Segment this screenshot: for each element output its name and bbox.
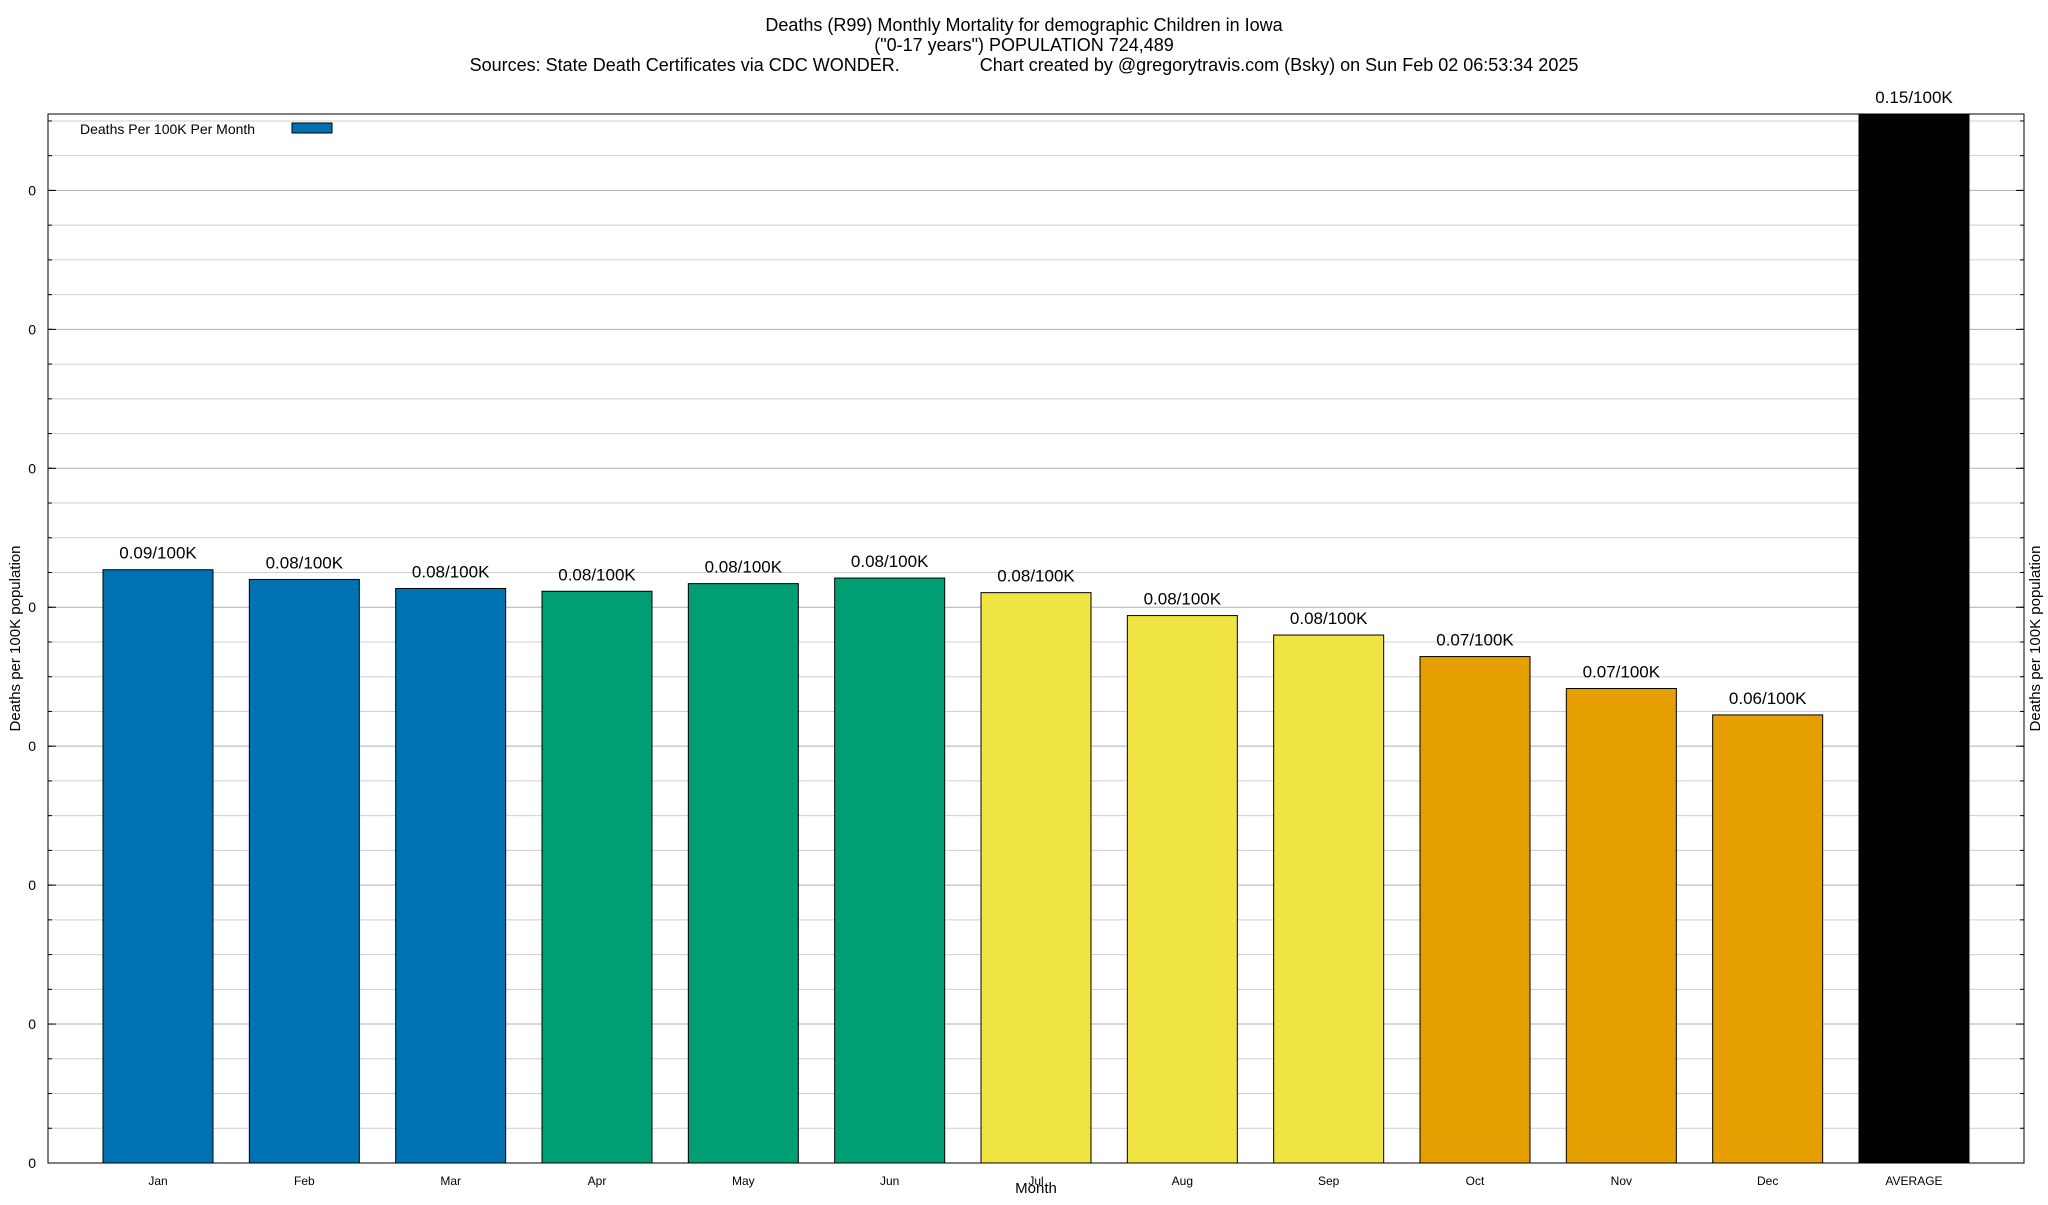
- y-tick-label: 0: [28, 321, 36, 337]
- y-axis-title-left: Deaths per 100K population: [7, 546, 24, 732]
- x-tick-label: Aug: [1172, 1174, 1193, 1188]
- bar-may: [687, 583, 799, 1164]
- bar-sep: [1273, 634, 1385, 1164]
- bar-jul: [980, 592, 1092, 1164]
- bar-data-label: 0.08/100K: [558, 565, 636, 584]
- legend-swatch: [291, 122, 333, 134]
- bar-mar: [395, 587, 507, 1164]
- y-axis-title-right: Deaths per 100K population: [2027, 546, 2044, 732]
- x-tick-label: Oct: [1466, 1174, 1485, 1188]
- bar-data-label: 0.08/100K: [851, 552, 929, 571]
- bar-data-label: 0.08/100K: [705, 558, 783, 577]
- bar-data-label: 0.07/100K: [1436, 631, 1514, 650]
- bar-average: [1858, 113, 1970, 1164]
- bar-labels: 0.09/100K 0.08/100K 0.08/100K 0.08/100K 0.08…: [119, 88, 1953, 708]
- bar-apr: [541, 590, 653, 1164]
- x-axis-title: Month: [1015, 1180, 1057, 1197]
- legend: Deaths Per 100K Per Month: [80, 121, 333, 137]
- x-tick-label: AVERAGE: [1885, 1174, 1942, 1188]
- x-tick-label: Nov: [1611, 1174, 1632, 1188]
- y-tick-label: 0: [28, 599, 36, 615]
- title-line-3: Sources: State Death Certificates via CD…: [470, 55, 1579, 75]
- bar-data-label: 0.08/100K: [997, 567, 1075, 586]
- y-tick-label: 0: [28, 460, 36, 476]
- y-ticks: 0 0 0 0 0 0 0 0: [28, 120, 2024, 1171]
- bar-jun: [834, 577, 946, 1164]
- x-tick-label: Jul: [1028, 1174, 1043, 1188]
- bar-dec: [1712, 714, 1824, 1164]
- bar-data-label: 0.08/100K: [412, 562, 490, 581]
- bar-data-label: 0.08/100K: [266, 553, 344, 572]
- chart-title: Deaths (R99) Monthly Mortality for demog…: [470, 15, 1579, 75]
- bar-data-label: 0.08/100K: [1144, 590, 1222, 609]
- y-tick-label: 0: [28, 877, 36, 893]
- bar-jan: [102, 569, 214, 1164]
- plot-frame: [47, 113, 2025, 1164]
- bar-data-label: 0.07/100K: [1583, 663, 1661, 682]
- y-tick-label: 0: [28, 182, 36, 198]
- y-tick-label: 0: [28, 1155, 36, 1171]
- x-tick-label: Sep: [1318, 1174, 1340, 1188]
- bar-oct: [1419, 656, 1531, 1164]
- bar-data-label: 0.09/100K: [119, 544, 197, 563]
- bars: [102, 113, 1970, 1164]
- y-tick-label: 0: [28, 738, 36, 754]
- x-tick-label: Feb: [294, 1174, 315, 1188]
- bar-aug: [1126, 615, 1238, 1164]
- title-line-1: Deaths (R99) Monthly Mortality for demog…: [765, 15, 1283, 35]
- bar-nov: [1565, 688, 1677, 1164]
- x-ticks: Jan Feb Mar Apr May Jun Jul Aug Sep Oct Nov Dec AVER…: [148, 1174, 1942, 1188]
- x-tick-label: Mar: [440, 1174, 461, 1188]
- bar-feb: [248, 578, 360, 1164]
- bar-data-label: 0.15/100K: [1875, 88, 1953, 107]
- legend-label: Deaths Per 100K Per Month: [80, 121, 255, 137]
- bar-data-label: 0.06/100K: [1729, 689, 1807, 708]
- y-tick-label: 0: [28, 1016, 36, 1032]
- title-line-2: ("0-17 years") POPULATION 724,489: [874, 35, 1174, 55]
- x-tick-label: Apr: [588, 1174, 607, 1188]
- x-tick-label: Dec: [1757, 1174, 1778, 1188]
- x-tick-label: Jan: [148, 1174, 167, 1188]
- bar-data-label: 0.08/100K: [1290, 609, 1368, 628]
- x-tick-label: Jun: [880, 1174, 899, 1188]
- x-tick-label: May: [732, 1174, 755, 1188]
